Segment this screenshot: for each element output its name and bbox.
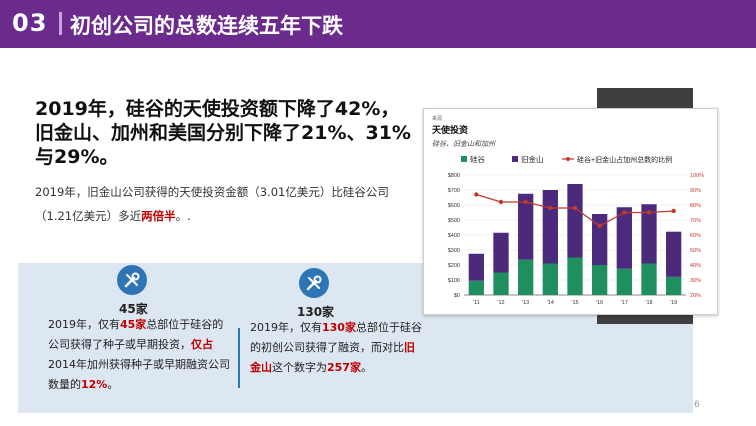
ratio-point	[523, 199, 528, 205]
bar-san-francisco	[493, 232, 509, 273]
chart-source-label: 来源	[432, 115, 442, 122]
legend-swatch-sf	[512, 156, 518, 162]
y-tick-label: $100	[448, 278, 460, 284]
stat1-highlight-b: 仅占	[191, 338, 213, 351]
x-tick-label: '12	[497, 300, 504, 306]
bar-silicon-valley	[493, 272, 509, 295]
ratio-point	[622, 210, 627, 215]
stat1-highlight-c: 12%	[81, 378, 108, 391]
y2-tick-label: 20%	[690, 293, 701, 299]
ratio-point	[572, 205, 578, 211]
x-tick-label: '18	[645, 300, 652, 306]
y2-tick-label: 50%	[690, 248, 701, 254]
x-tick-label: '16	[596, 300, 603, 306]
stat1-text-a: 2019年，仅有	[48, 318, 120, 331]
legend-label-sf: 旧金山	[521, 154, 544, 164]
stat1-text-c: 2014年加州获得种子或早期融资公司数量的	[48, 358, 230, 391]
x-tick-label: '11	[473, 300, 480, 306]
y2-tick-label: 100%	[690, 173, 704, 179]
desc-prefix: 2019年，旧金山公司获得的天使投资金额（3.01亿美元）比硅谷公司（1.21亿…	[35, 185, 389, 223]
stat2-text-c: 这个数字为	[272, 361, 327, 374]
stat2-text-a: 2019年，仅有	[250, 321, 322, 334]
bar-silicon-valley	[641, 263, 657, 295]
stat-text-1: 2019年，仅有45家总部位于硅谷的公司获得了种子或早期投资，仅占 2014年加州…	[48, 315, 231, 395]
bar-silicon-valley	[592, 265, 608, 295]
ratio-point	[671, 208, 676, 214]
stat-text-2: 2019年，仅有130家总部位于硅谷的初创公司获得了融资，而对比旧金山这个数字为…	[250, 318, 425, 378]
y-tick-label: $0	[454, 293, 460, 299]
y-tick-label: $400	[448, 233, 460, 239]
y2-tick-label: 90%	[690, 188, 701, 194]
ratio-point	[498, 199, 504, 205]
ratio-point	[548, 205, 553, 211]
wrench-screwdriver-icon	[299, 268, 329, 298]
y2-tick-label: 60%	[690, 233, 701, 239]
y-tick-label: $600	[448, 203, 460, 209]
bar-san-francisco	[518, 193, 534, 260]
wrench-screwdriver-icon	[117, 265, 147, 295]
section-number: 03	[12, 9, 48, 37]
x-tick-label: '15	[571, 300, 578, 306]
bar-silicon-valley	[468, 280, 484, 295]
legend-label-sv: 硅谷	[470, 154, 485, 164]
bar-san-francisco	[542, 190, 558, 264]
legend-label-ratio: 硅谷+旧金山占加州总数的比例	[577, 155, 672, 164]
header-divider	[59, 12, 62, 35]
x-tick-label: '19	[670, 300, 677, 306]
bar-san-francisco	[468, 253, 484, 281]
bar-silicon-valley	[518, 259, 534, 295]
y-tick-label: $700	[448, 188, 460, 194]
chart-subtitle: 硅谷、旧金山和加州	[432, 140, 496, 148]
x-tick-label: '17	[621, 300, 628, 306]
slide-header: 03 初创公司的总数连续五年下跌	[0, 0, 756, 48]
stat-number-1: 45家	[119, 302, 148, 316]
y-tick-label: $300	[448, 248, 460, 254]
bar-san-francisco	[592, 214, 608, 265]
stat1-highlight-a: 45家	[120, 318, 147, 331]
chart-title: 天使投资	[432, 124, 468, 135]
ratio-point	[646, 210, 652, 215]
y-tick-label: $800	[448, 173, 460, 179]
desc-highlight: 两倍半	[141, 209, 176, 223]
legend-swatch-sv	[461, 156, 467, 162]
bar-silicon-valley	[567, 257, 583, 295]
ratio-point	[474, 192, 479, 197]
bar-san-francisco	[616, 207, 632, 269]
stat2-text-d: 。	[360, 361, 372, 374]
stat-number-2: 130家	[297, 305, 335, 319]
stat2-highlight-b: 旧金山	[250, 341, 415, 374]
legend-marker-ratio	[566, 157, 570, 161]
y2-tick-label: 30%	[690, 278, 701, 284]
headline: 2019年，硅谷的天使投资额下降了42%，旧金山、加州和美国分别下降了21%、3…	[35, 98, 411, 168]
bar-silicon-valley	[666, 276, 682, 295]
y2-tick-label: 80%	[690, 203, 701, 209]
desc-suffix: 。.	[175, 209, 191, 223]
slide-title: 初创公司的总数连续五年下跌	[70, 14, 343, 38]
stat1-text-b: 总部位于硅谷的公司获得了种子或早期投资，	[48, 318, 224, 351]
stat1-text-d: 。	[107, 378, 119, 391]
y-tick-label: $500	[448, 218, 460, 224]
bar-san-francisco	[666, 231, 682, 277]
y2-tick-label: 70%	[690, 218, 701, 224]
page-number: 6	[694, 400, 700, 410]
x-tick-label: '14	[547, 300, 554, 306]
stat2-highlight-a: 130家	[322, 321, 356, 334]
y2-tick-label: 40%	[690, 263, 701, 269]
bar-san-francisco	[567, 184, 583, 258]
stat2-highlight-c: 257家	[327, 361, 361, 374]
stat2-text-b: 总部位于硅谷的初创公司获得了融资，而对比	[250, 321, 422, 354]
bar-san-francisco	[641, 204, 657, 264]
stat-divider	[238, 328, 240, 388]
chart-card: 来源天使投资硅谷、旧金山和加州硅谷 旧金山 硅谷+旧金山占加州总数的比例 $0 $100…	[423, 108, 718, 315]
bar-silicon-valley	[616, 268, 632, 295]
description: 2019年，旧金山公司获得的天使投资金额（3.01亿美元）比硅谷公司（1.21亿…	[35, 180, 405, 228]
x-tick-label: '13	[522, 300, 529, 306]
ratio-point	[597, 223, 602, 229]
y-tick-label: $200	[448, 263, 460, 269]
bar-silicon-valley	[542, 263, 558, 295]
